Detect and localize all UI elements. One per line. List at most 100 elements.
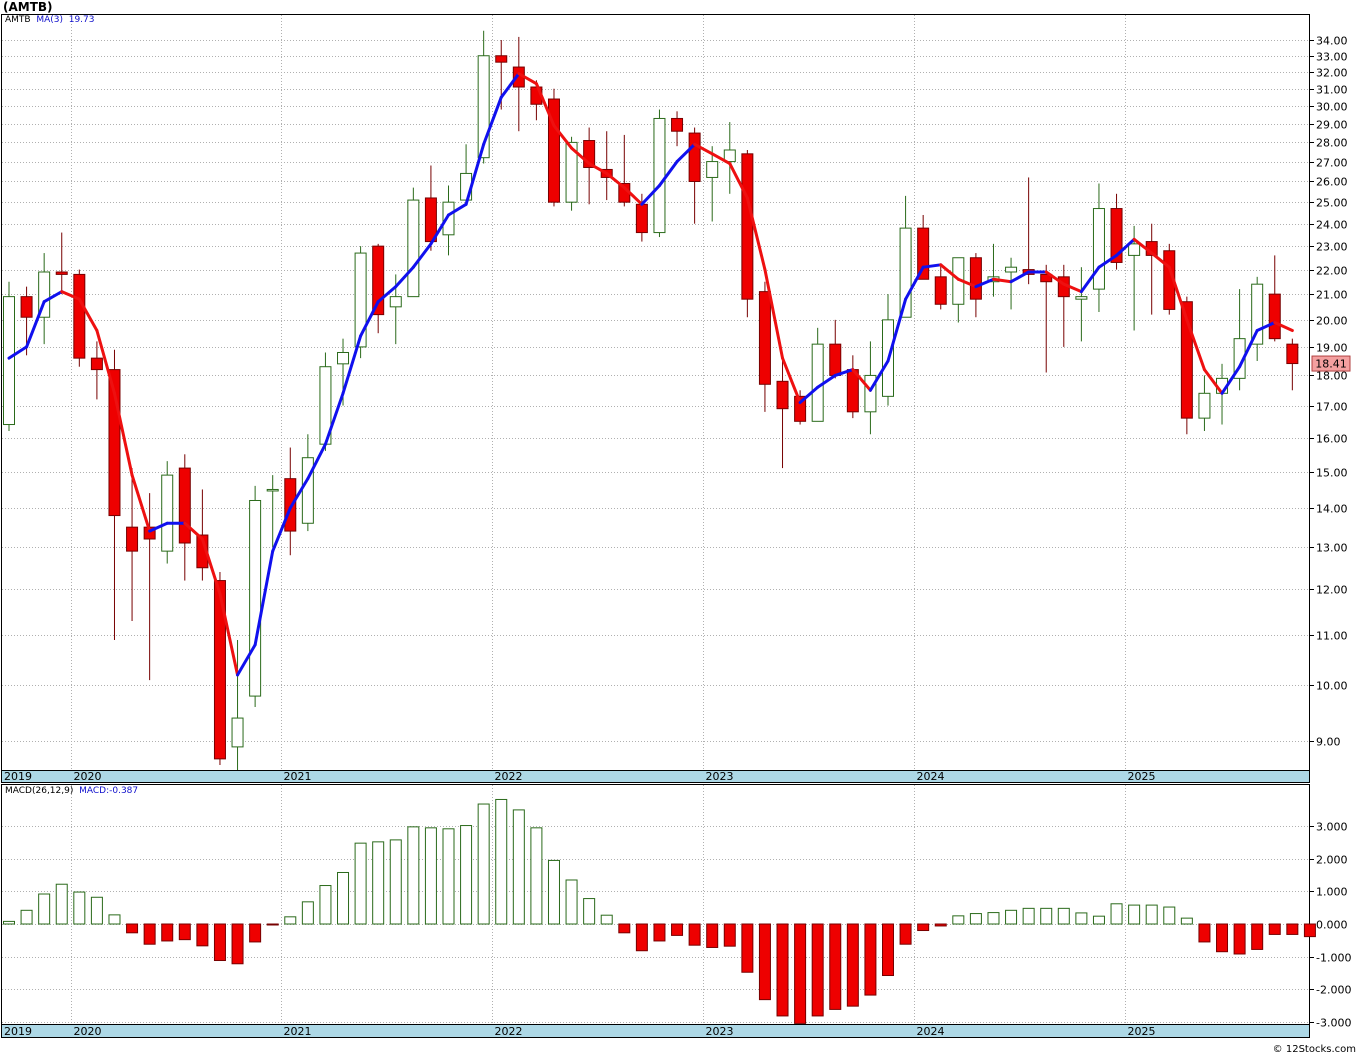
ma-segment (429, 213, 450, 246)
macd-bar (73, 891, 86, 925)
macd-bar (776, 923, 789, 1017)
ma-segment (306, 442, 327, 481)
price-tick-label: 11.00 (1316, 630, 1348, 643)
macd-bar (319, 885, 332, 925)
last-price-label: 18.41 (1315, 358, 1347, 371)
candle-body (178, 467, 191, 544)
macd-bar (213, 923, 226, 962)
ma-segment (130, 473, 152, 533)
macd-bar (1216, 923, 1229, 953)
ma-segment (236, 643, 257, 677)
macd-bar (231, 923, 244, 965)
candle-body (126, 526, 139, 552)
ma-segment (218, 592, 240, 677)
candle-body (477, 55, 490, 159)
price-tick-label: 18.00 (1316, 370, 1348, 383)
macd-tick-label: 2.000 (1316, 854, 1348, 867)
watermark: © 12Stocks.com (1272, 1044, 1356, 1055)
macd-bar (1110, 903, 1123, 925)
ma-segment (1185, 318, 1206, 372)
candle-body (794, 395, 807, 422)
year-label: 2025 (1128, 770, 1156, 783)
price-tick-label: 19.00 (1316, 342, 1348, 355)
macd-gridlines (2, 785, 1309, 1024)
candle-body (671, 117, 684, 132)
ma-segment (482, 95, 503, 146)
candlesticks (3, 30, 1299, 778)
macd-panel (1, 784, 1310, 1025)
macd-bar (547, 859, 560, 925)
candle-body (1040, 273, 1053, 283)
candle-body (1128, 243, 1141, 256)
macd-bar (90, 896, 103, 925)
macd-bar (969, 913, 982, 925)
price-tick-label: 17.00 (1316, 401, 1348, 414)
price-tick-label: 24.00 (1316, 219, 1348, 232)
macd-bar (196, 923, 209, 947)
ma-segment (1044, 270, 1066, 286)
ma-segment (447, 202, 468, 217)
ma-segment (921, 263, 943, 269)
ma-segment (728, 162, 749, 200)
ma-segment (991, 277, 1013, 284)
macd-bar (1198, 923, 1211, 943)
candle-body (1251, 283, 1264, 345)
macd-bar (565, 879, 578, 925)
ma-segment (974, 277, 995, 289)
year-label: 2024 (917, 1025, 945, 1038)
year-label: 2021 (284, 770, 312, 783)
ma-segment (622, 186, 644, 206)
macd-bar (653, 923, 666, 942)
macd-bar (55, 883, 68, 925)
candle-body (829, 343, 842, 376)
macd-bar (495, 798, 508, 925)
macd-bar (249, 923, 262, 943)
ma-segment (886, 297, 908, 363)
candle-body (635, 203, 648, 234)
macd-bar (934, 923, 947, 927)
ma-segment (323, 391, 345, 446)
price-tick-label: 28.00 (1316, 137, 1348, 150)
macd-bar (337, 871, 350, 925)
candle-body (969, 257, 982, 300)
macd-y-axis: -3.000 -2.000 -1.000 0.000 1.000 2.000 3.000 (1309, 821, 1351, 1030)
price-tick-label: 10.00 (1316, 680, 1348, 693)
legend-symbol: AMTB (5, 15, 31, 25)
legend-ma-label: MA(3) (36, 15, 63, 25)
ma-segment (781, 356, 802, 404)
candle-body (337, 351, 350, 365)
candle-body (3, 296, 15, 426)
macd-bar (741, 923, 754, 973)
macd-tick-label: 1.000 (1316, 886, 1348, 899)
price-tick-label: 21.00 (1316, 289, 1348, 302)
macd-bar (882, 923, 894, 977)
ma-segment (464, 142, 486, 206)
ma-segment (7, 345, 29, 360)
ma-segment (956, 277, 978, 289)
macd-bar (600, 914, 613, 925)
macd-bar (284, 916, 297, 925)
price-tick-label: 22.00 (1316, 265, 1348, 278)
macd-bar (354, 842, 367, 925)
year-label: 2019 (4, 1025, 32, 1038)
macd-bar (266, 923, 279, 926)
price-tick-label: 32.00 (1316, 67, 1348, 80)
year-label: 2023 (706, 770, 734, 783)
macd-bar (178, 923, 191, 941)
ma-segment (1238, 329, 1259, 369)
macd-bar (161, 923, 174, 942)
candle-body (55, 271, 68, 275)
macd-bar (952, 915, 965, 925)
candle-body (758, 291, 771, 385)
year-label: 2022 (495, 770, 523, 783)
year-label: 2020 (74, 1025, 102, 1038)
chart-title: (AMTB) (3, 0, 53, 14)
macd-bar (1163, 906, 1176, 925)
price-tick-label: 26.00 (1316, 176, 1348, 189)
macd-bar (530, 827, 543, 925)
macd-bar (1145, 904, 1158, 925)
price-tick-label: 13.00 (1316, 542, 1348, 555)
year-label: 2022 (495, 1025, 523, 1038)
candle-body (1268, 293, 1281, 340)
candle-body (899, 227, 912, 318)
